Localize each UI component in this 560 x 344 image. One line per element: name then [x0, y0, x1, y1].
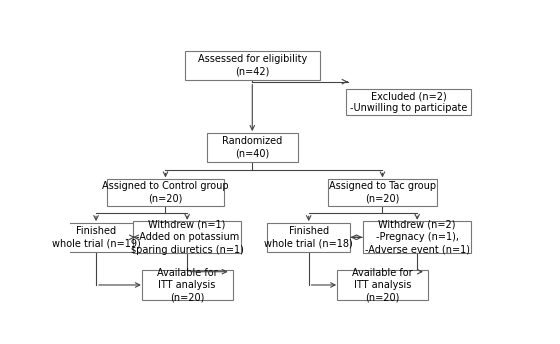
Text: Finished
whole trial (n=19): Finished whole trial (n=19) — [52, 226, 141, 248]
Text: Excluded (n=2)
-Unwilling to participate: Excluded (n=2) -Unwilling to participate — [350, 91, 467, 114]
FancyBboxPatch shape — [328, 179, 437, 205]
Text: Available for
ITT analysis
(n=20): Available for ITT analysis (n=20) — [157, 268, 217, 302]
Text: Assessed for eligibility
(n=42): Assessed for eligibility (n=42) — [198, 54, 307, 76]
Text: Assigned to Control group
(n=20): Assigned to Control group (n=20) — [102, 181, 229, 203]
FancyBboxPatch shape — [363, 222, 472, 253]
Text: Withdrew (n=2)
-Pregnacy (n=1),
-Adverse event (n=1): Withdrew (n=2) -Pregnacy (n=1), -Adverse… — [365, 220, 470, 255]
FancyBboxPatch shape — [185, 51, 320, 80]
FancyBboxPatch shape — [337, 270, 428, 300]
FancyBboxPatch shape — [107, 179, 224, 205]
Text: Withdrew (n=1)
-Added on potassium
sparing diuretics (n=1): Withdrew (n=1) -Added on potassium spari… — [130, 220, 244, 255]
Text: Randomized
(n=40): Randomized (n=40) — [222, 136, 282, 159]
Text: Available for
ITT analysis
(n=20): Available for ITT analysis (n=20) — [352, 268, 413, 302]
FancyBboxPatch shape — [346, 89, 472, 116]
FancyBboxPatch shape — [268, 223, 350, 252]
Text: Assigned to Tac group
(n=20): Assigned to Tac group (n=20) — [329, 181, 436, 203]
FancyBboxPatch shape — [133, 222, 241, 253]
Text: Finished
whole trial (n=18): Finished whole trial (n=18) — [264, 226, 353, 248]
FancyBboxPatch shape — [142, 270, 233, 300]
FancyBboxPatch shape — [207, 133, 298, 162]
FancyBboxPatch shape — [57, 223, 135, 252]
